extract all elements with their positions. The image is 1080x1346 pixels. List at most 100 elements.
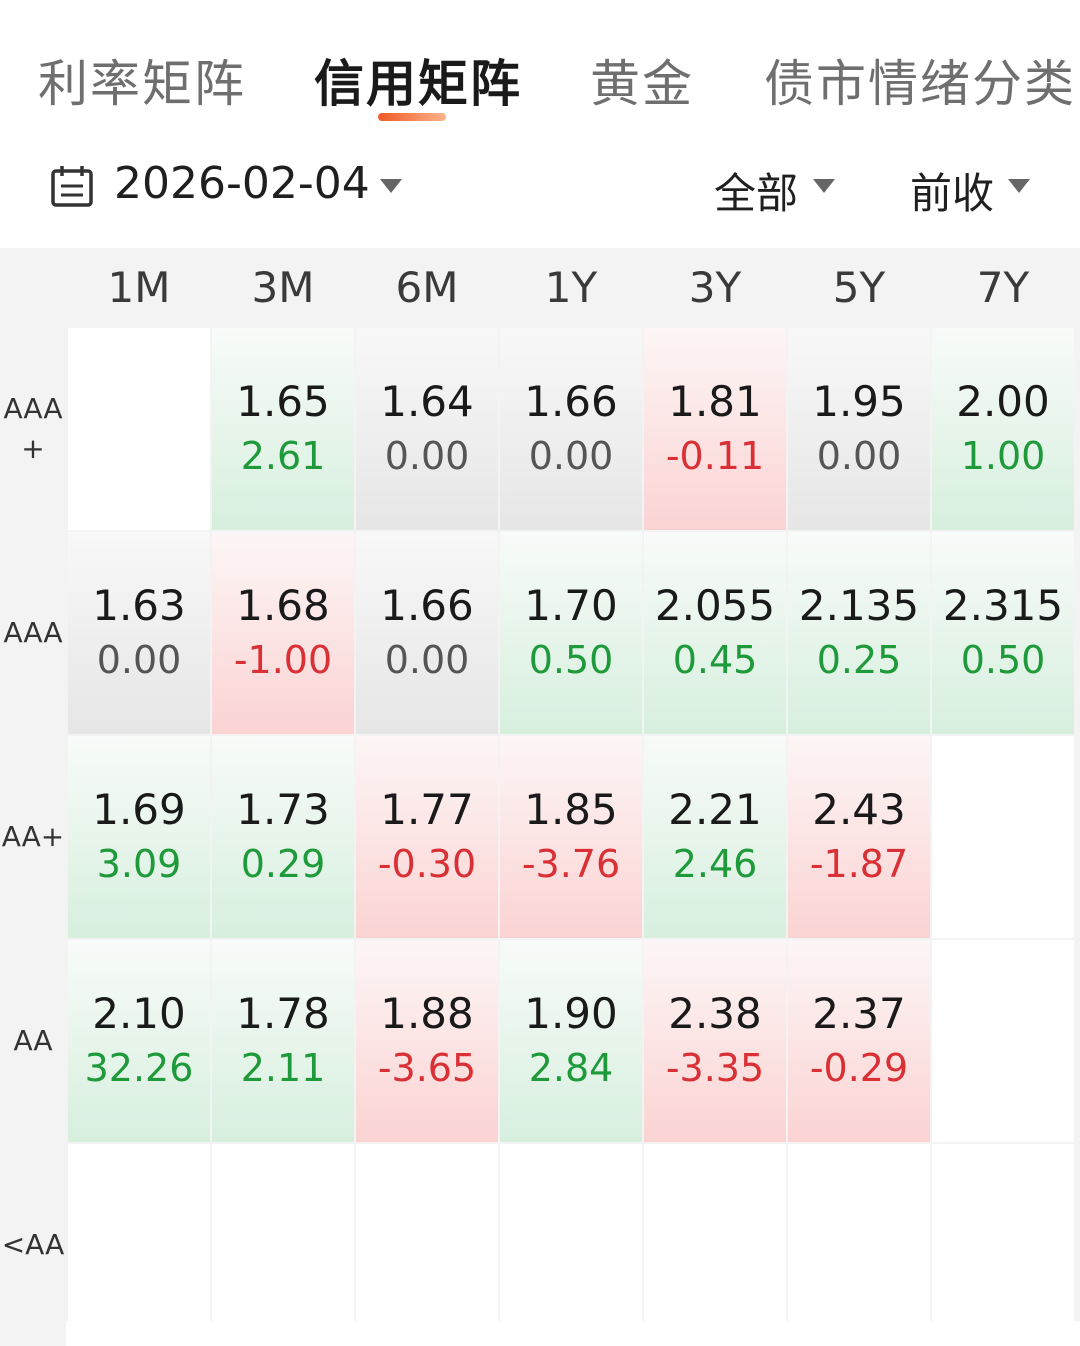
tab-credit-matrix[interactable]: 信用矩阵 — [314, 55, 522, 113]
column-header-7y: 7Y — [932, 248, 1074, 326]
column-header-3m: 3M — [212, 248, 354, 326]
yield-value: 1.95 — [812, 377, 906, 426]
matrix-cell[interactable]: 1.90 2.84 — [500, 940, 642, 1142]
matrix-cell — [932, 1144, 1074, 1346]
yield-value: 2.21 — [668, 785, 762, 834]
change-bp: -0.30 — [377, 842, 477, 886]
matrix-cell[interactable]: 1.68 -1.00 — [212, 532, 354, 734]
chevron-down-icon[interactable] — [1008, 179, 1030, 193]
yield-value: 1.77 — [380, 785, 474, 834]
matrix-cell[interactable]: 2.43 -1.87 — [788, 736, 930, 938]
matrix-cell[interactable]: 2.055 0.45 — [644, 532, 786, 734]
active-tab-indicator — [378, 113, 446, 121]
matrix-cell — [788, 1144, 930, 1346]
yield-value: 1.81 — [668, 377, 762, 426]
basis-dropdown[interactable]: 前收 — [910, 169, 995, 218]
matrix-cell[interactable]: 1.95 0.00 — [788, 328, 930, 530]
change-bp: 0.00 — [96, 638, 182, 682]
change-bp: -0.29 — [809, 1046, 909, 1090]
tab-bar: 利率矩阵 信用矩阵 黄金 债市情绪分类 — [0, 0, 1080, 140]
yield-value: 2.315 — [942, 581, 1064, 630]
matrix-cell[interactable]: 1.73 0.29 — [212, 736, 354, 938]
yield-value: 2.135 — [798, 581, 920, 630]
matrix-cell[interactable]: 1.81 -0.11 — [644, 328, 786, 530]
matrix-cell — [212, 1144, 354, 1346]
change-bp: -1.00 — [233, 638, 333, 682]
yield-value: 1.85 — [524, 785, 618, 834]
change-bp: 0.00 — [528, 434, 614, 478]
matrix-cell — [932, 736, 1074, 938]
yield-value: 2.38 — [668, 989, 762, 1038]
matrix-cell[interactable]: 2.00 1.00 — [932, 328, 1074, 530]
column-header-1m: 1M — [68, 248, 210, 326]
matrix-cell[interactable]: 1.66 0.00 — [500, 328, 642, 530]
change-bp: -0.11 — [665, 434, 765, 478]
yield-value: 2.43 — [812, 785, 906, 834]
yield-value: 1.90 — [524, 989, 618, 1038]
filter-bar: 2026-02-04 全部 前收 — [0, 140, 1080, 246]
yield-value: 1.66 — [524, 377, 618, 426]
change-bp: 2.61 — [240, 434, 326, 478]
yield-value: 1.69 — [92, 785, 186, 834]
chevron-down-icon[interactable] — [813, 179, 835, 193]
date-selector[interactable]: 2026-02-04 — [114, 158, 370, 209]
tab-rate-matrix[interactable]: 利率矩阵 — [38, 55, 246, 113]
matrix-cell[interactable]: 1.70 0.50 — [500, 532, 642, 734]
change-bp: -3.76 — [521, 842, 621, 886]
chevron-down-icon[interactable] — [380, 179, 402, 193]
change-bp: 0.45 — [672, 638, 758, 682]
matrix-cell[interactable]: 2.38 -3.35 — [644, 940, 786, 1142]
yield-value: 1.63 — [92, 581, 186, 630]
matrix-cell[interactable]: 2.315 0.50 — [932, 532, 1074, 734]
yield-value: 1.70 — [524, 581, 618, 630]
change-bp: 0.25 — [816, 638, 902, 682]
tab-bond-sentiment[interactable]: 债市情绪分类 — [764, 55, 1076, 113]
yield-value: 1.65 — [236, 377, 330, 426]
matrix-cell[interactable]: 1.77 -0.30 — [356, 736, 498, 938]
row-header-rating: AA — [0, 940, 66, 1142]
credit-matrix-grid: 1M 3M 6M 1Y 3Y 5Y 7Y AAA + 1.65 2.61 1.64 0.00 1.66 0.… — [0, 248, 1080, 1346]
matrix-cell[interactable]: 1.63 0.00 — [68, 532, 210, 734]
yield-value: 1.68 — [236, 581, 330, 630]
change-bp: 3.09 — [96, 842, 182, 886]
yield-value: 1.73 — [236, 785, 330, 834]
change-bp: -3.65 — [377, 1046, 477, 1090]
column-header-6m: 6M — [356, 248, 498, 326]
matrix-cell[interactable]: 1.65 2.61 — [212, 328, 354, 530]
matrix-cell — [932, 940, 1074, 1142]
change-bp: 2.46 — [672, 842, 758, 886]
scope-dropdown[interactable]: 全部 — [714, 169, 799, 218]
matrix-cell[interactable]: 2.135 0.25 — [788, 532, 930, 734]
matrix-cell[interactable]: 1.66 0.00 — [356, 532, 498, 734]
yield-value: 1.64 — [380, 377, 474, 426]
change-bp: -1.87 — [809, 842, 909, 886]
column-header-3y: 3Y — [644, 248, 786, 326]
matrix-cell[interactable]: 1.69 3.09 — [68, 736, 210, 938]
change-bp: 2.11 — [240, 1046, 326, 1090]
matrix-cell — [68, 328, 210, 530]
column-header-1y: 1Y — [500, 248, 642, 326]
row-header-rating: <AA — [0, 1144, 66, 1346]
tab-gold[interactable]: 黄金 — [590, 55, 694, 113]
change-bp: 32.26 — [84, 1046, 194, 1090]
matrix-cell[interactable]: 2.10 32.26 — [68, 940, 210, 1142]
yield-value: 2.055 — [654, 581, 776, 630]
calendar-icon[interactable] — [50, 164, 94, 208]
row-header-rating: AAA + — [0, 328, 66, 530]
matrix-cell[interactable]: 2.37 -0.29 — [788, 940, 930, 1142]
yield-value: 2.00 — [956, 377, 1050, 426]
yield-value: 2.37 — [812, 989, 906, 1038]
matrix-cell[interactable]: 1.88 -3.65 — [356, 940, 498, 1142]
yield-value: 1.66 — [380, 581, 474, 630]
matrix-cell — [68, 1144, 210, 1346]
row-header-rating: AA+ — [0, 736, 66, 938]
change-bp: 0.00 — [816, 434, 902, 478]
matrix-cell[interactable]: 1.85 -3.76 — [500, 736, 642, 938]
matrix-cell[interactable]: 1.64 0.00 — [356, 328, 498, 530]
matrix-cell[interactable]: 1.78 2.11 — [212, 940, 354, 1142]
matrix-cell[interactable]: 2.21 2.46 — [644, 736, 786, 938]
change-bp: 0.50 — [960, 638, 1046, 682]
change-bp: 0.00 — [384, 638, 470, 682]
change-bp: -3.35 — [665, 1046, 765, 1090]
yield-value: 1.88 — [380, 989, 474, 1038]
